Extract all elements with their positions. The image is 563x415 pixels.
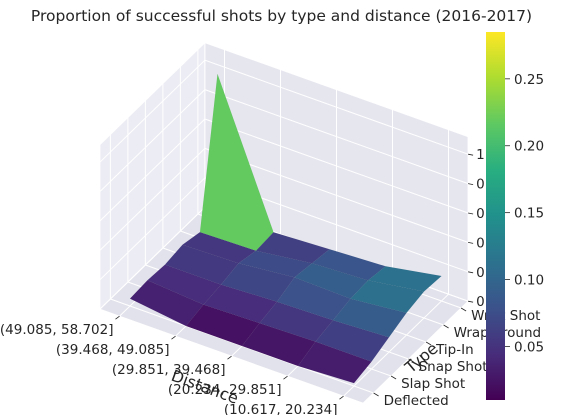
y-tick: [391, 376, 396, 379]
z-tick: [468, 272, 473, 273]
z-tick: [468, 301, 473, 302]
y-tick: [444, 325, 449, 328]
colorbar: 0.05 0.10 0.15 0.20 0.25: [486, 32, 544, 400]
z-tick: [468, 213, 473, 214]
colorbar-tick-label: 0.05: [514, 339, 544, 355]
z-tick: [468, 154, 473, 155]
x-tick-label: (29.851, 39.468]: [112, 362, 226, 378]
colorbar-tick-label: 0.20: [514, 139, 544, 155]
x-tick-label: (10.617, 20.234]: [224, 402, 338, 415]
x-tick: [228, 356, 232, 359]
colorbar-tick-label: 0.25: [514, 72, 544, 88]
colorbar-tick-label: 0.15: [514, 206, 544, 222]
y-tick: [461, 308, 466, 311]
z-tick: [468, 242, 473, 243]
x-tick: [340, 396, 344, 399]
colorbar-tick-label: 0.10: [514, 273, 544, 289]
z-tick: [468, 184, 473, 185]
x-tick: [284, 376, 288, 379]
y-tick-label: Tip-In: [435, 342, 474, 358]
x-tick-label: (49.085, 58.702]: [0, 322, 114, 338]
y-tick-label: Slap Shot: [401, 376, 465, 392]
y-tick-label: Wrist Shot: [471, 308, 540, 324]
x-tick: [116, 316, 120, 319]
x-tick: [172, 336, 176, 339]
colorbar-gradient: [486, 32, 505, 400]
y-tick-label: Deflected: [384, 393, 449, 409]
x-tick-label: (39.468, 49.085]: [56, 342, 170, 358]
y-tick: [374, 393, 379, 396]
